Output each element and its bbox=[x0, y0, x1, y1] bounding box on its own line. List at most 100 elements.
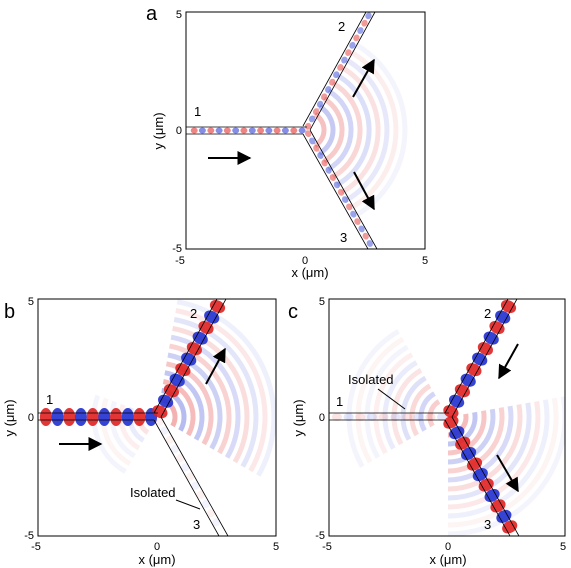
field-lobe bbox=[191, 481, 200, 490]
panel-letter-b: b bbox=[4, 301, 15, 323]
waveguide-2-edge bbox=[309, 11, 376, 131]
field-lobe bbox=[248, 127, 256, 134]
field-lobe bbox=[257, 127, 265, 134]
field-lobe bbox=[500, 299, 517, 314]
xtick-a-2: 5 bbox=[422, 255, 428, 267]
field-lobe bbox=[333, 71, 340, 79]
xtick-c-2: 5 bbox=[560, 541, 566, 553]
field-lobe bbox=[390, 413, 401, 421]
radiation-arc bbox=[322, 96, 345, 164]
arrow-output-3-a bbox=[353, 171, 375, 211]
waveguide-2-edge bbox=[444, 298, 509, 414]
port-label-2-a: 2 bbox=[338, 19, 345, 34]
field-lobe bbox=[163, 384, 179, 398]
field-lobe bbox=[298, 127, 306, 134]
arrow-output-2-a bbox=[352, 58, 375, 98]
xtick-a-0: -5 bbox=[175, 255, 185, 267]
field-lobe bbox=[378, 413, 389, 421]
field-lobe bbox=[175, 363, 191, 377]
ytick-c-0: -5 bbox=[315, 530, 325, 542]
field-lobe bbox=[51, 408, 64, 426]
field-lobe bbox=[413, 413, 424, 421]
field-lobe bbox=[337, 188, 345, 196]
panel-letter-c: c bbox=[288, 301, 298, 323]
field-lobe bbox=[169, 373, 185, 387]
isolated-pointer-c bbox=[377, 388, 406, 410]
field-lobe bbox=[121, 408, 134, 426]
field-lobe bbox=[358, 225, 365, 233]
field-lobe bbox=[190, 127, 198, 134]
panel-c: c Isolated 1 2 3 -5 0 5 5 0 -5 x (μm) y … bbox=[288, 296, 566, 567]
field-lobe bbox=[454, 384, 470, 398]
radiation-arc bbox=[355, 336, 405, 464]
radiation-arc bbox=[327, 88, 354, 172]
arrow-output-3-c bbox=[496, 454, 519, 493]
radiation-arc bbox=[391, 368, 423, 446]
field-lobe bbox=[181, 463, 190, 472]
radiation-arc bbox=[447, 407, 505, 474]
ytick-c-2: 5 bbox=[319, 296, 325, 308]
field-lobe bbox=[308, 115, 316, 123]
ytick-c-1: 0 bbox=[319, 412, 325, 424]
field-lobe bbox=[181, 352, 197, 366]
ytick-b-1: 0 bbox=[28, 412, 34, 424]
field-lobe bbox=[357, 27, 364, 34]
field-lobe bbox=[74, 408, 87, 426]
port-label-2-b: 2 bbox=[190, 306, 197, 321]
ytick-b-2: 5 bbox=[28, 296, 34, 308]
radiation-arc bbox=[447, 411, 478, 447]
field-lobe bbox=[437, 413, 448, 421]
field-lobe bbox=[204, 310, 220, 324]
field-lobe bbox=[223, 127, 231, 134]
field-lobe bbox=[425, 413, 436, 421]
field-lobe bbox=[489, 320, 505, 335]
field-lobe bbox=[443, 415, 459, 429]
field-lobe bbox=[362, 232, 369, 240]
field-map-c bbox=[331, 299, 565, 536]
field-map-a bbox=[190, 12, 408, 247]
field-lobe bbox=[160, 426, 169, 435]
radiation-arc bbox=[175, 308, 268, 473]
field-lobe bbox=[63, 408, 76, 426]
radiation-arc bbox=[427, 399, 441, 428]
field-lobe bbox=[86, 408, 99, 426]
radiation-arc bbox=[447, 402, 532, 501]
waveguide-2-edge bbox=[153, 298, 218, 414]
field-lobe bbox=[281, 127, 289, 134]
field-lobe bbox=[365, 12, 372, 20]
field-lobe bbox=[355, 413, 366, 421]
field-lobe bbox=[472, 352, 488, 366]
waveguide-3-edge bbox=[451, 416, 520, 537]
plot-frame-b bbox=[37, 298, 277, 537]
radiation-arc bbox=[118, 403, 141, 451]
field-lobe bbox=[466, 363, 482, 377]
field-lobe bbox=[320, 93, 328, 101]
radiation-arc bbox=[400, 375, 427, 441]
port-label-3-b: 3 bbox=[193, 517, 200, 532]
field-lobe bbox=[215, 127, 223, 134]
ytick-a-1: 0 bbox=[176, 125, 182, 137]
field-lobe bbox=[209, 299, 226, 314]
arrow-input-c bbox=[498, 343, 519, 380]
ylabel-b: y (μm) bbox=[2, 399, 17, 436]
field-lobe bbox=[329, 174, 336, 181]
field-lobe bbox=[477, 342, 493, 356]
field-lobe bbox=[331, 413, 342, 421]
radiation-arc bbox=[409, 383, 432, 437]
field-lobe bbox=[350, 210, 357, 218]
isolated-label-b: Isolated bbox=[130, 485, 176, 500]
field-lobe bbox=[165, 435, 174, 444]
waveguides-c bbox=[329, 298, 520, 537]
field-lobe bbox=[98, 408, 111, 426]
ylabel-a: y (μm) bbox=[151, 112, 166, 149]
port-label-1-a: 1 bbox=[194, 104, 201, 119]
field-lobe bbox=[354, 218, 361, 225]
field-lobe bbox=[449, 426, 465, 440]
waveguide-2-edge bbox=[302, 11, 367, 127]
radiation-arc bbox=[162, 379, 196, 437]
xtick-b-1: 0 bbox=[154, 541, 160, 553]
radiation-arc bbox=[336, 73, 372, 187]
field-lobe bbox=[186, 472, 195, 481]
radiation-arc bbox=[364, 344, 409, 459]
field-lobe bbox=[290, 127, 298, 134]
